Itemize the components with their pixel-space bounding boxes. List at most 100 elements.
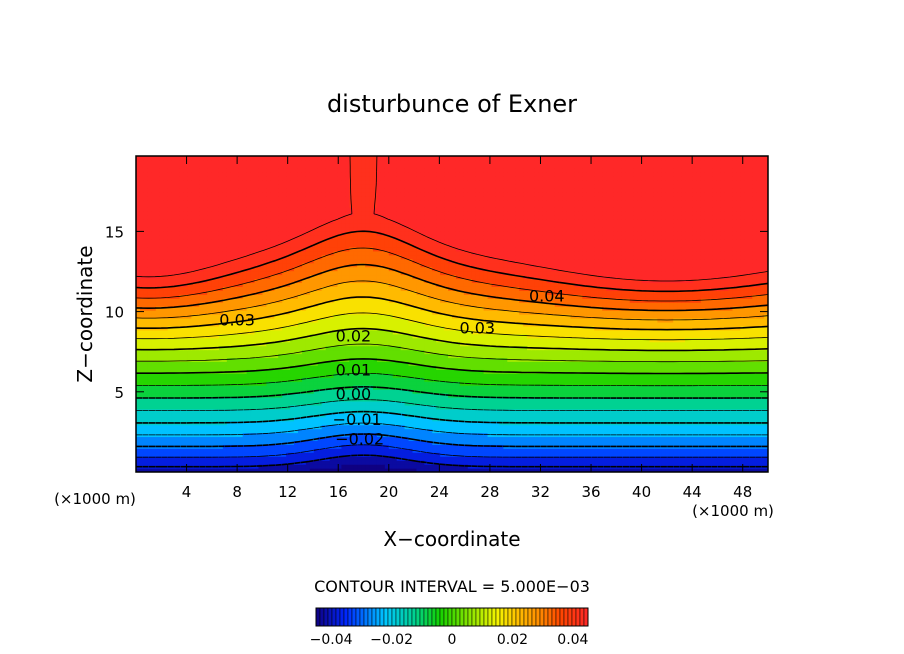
contour-cell <box>534 416 540 422</box>
contour-cell <box>432 349 437 355</box>
contour-cell <box>523 385 528 390</box>
contour-cell <box>361 393 366 398</box>
contour-cell <box>365 381 370 386</box>
contour-cell <box>179 357 184 362</box>
contour-cell <box>179 396 184 402</box>
contour-cell <box>689 448 694 453</box>
contour-cell <box>159 345 165 351</box>
contour-cell <box>657 373 662 378</box>
contour-cell <box>645 408 651 414</box>
contour-cell <box>167 416 173 422</box>
contour-cell <box>740 416 745 422</box>
contour-cell <box>167 349 173 355</box>
contour-cell <box>408 420 414 426</box>
contour-cell <box>649 404 655 410</box>
contour-cell <box>262 400 267 406</box>
contour-cell <box>629 452 635 457</box>
contour-cell <box>499 416 504 422</box>
contour-cell <box>305 420 311 426</box>
contour-cell <box>203 353 208 359</box>
contour-cell <box>147 456 153 461</box>
contour-cell <box>740 357 745 362</box>
contour-cell <box>467 448 473 453</box>
contour-cell <box>440 456 445 461</box>
contour-cell <box>653 416 658 422</box>
contour-cell <box>392 420 398 426</box>
contour-cell <box>175 424 181 430</box>
contour-cell <box>444 385 449 390</box>
contour-cell <box>534 428 540 434</box>
contour-cell <box>507 452 512 457</box>
contour-cell <box>408 452 414 457</box>
contour-cell <box>519 369 524 374</box>
contour-cell <box>317 464 323 469</box>
contour-cell <box>448 460 453 465</box>
contour-cell <box>511 436 516 441</box>
contour-cell <box>388 377 394 382</box>
contour-cell <box>475 444 481 449</box>
contour-cell <box>760 361 765 366</box>
contour-cell <box>720 361 726 366</box>
contour-cell <box>542 361 548 366</box>
contour-cell <box>594 381 599 386</box>
contour-cell <box>388 428 394 434</box>
contour-cell <box>380 389 386 394</box>
contour-cell <box>136 400 141 406</box>
contour-cell <box>345 389 350 394</box>
contour-cell <box>736 377 741 382</box>
contour-cell <box>471 444 477 449</box>
contour-cell <box>183 412 188 418</box>
contour-cell <box>151 468 157 472</box>
contour-cell <box>373 416 378 422</box>
contour-cell <box>653 408 658 414</box>
contour-cell <box>728 357 734 362</box>
contour-cell <box>136 361 141 366</box>
contour-cell <box>183 369 188 374</box>
contour-cell <box>187 353 192 359</box>
contour-cell <box>171 412 177 418</box>
contour-cell <box>262 353 267 359</box>
contour-cell <box>313 357 319 362</box>
contour-cell <box>274 381 279 386</box>
contour-cell <box>444 408 449 414</box>
contour-cell <box>448 448 453 453</box>
contour-cell <box>594 436 599 441</box>
contour-cell <box>380 353 386 359</box>
contour-cell <box>301 385 307 390</box>
contour-cell <box>191 389 196 394</box>
contour-cell <box>432 420 437 426</box>
contour-cell <box>756 373 761 378</box>
contour-cell <box>380 404 386 410</box>
contour-cell <box>278 424 283 430</box>
contour-cell <box>491 389 497 394</box>
contour-cell <box>262 349 267 355</box>
contour-cell <box>503 365 508 370</box>
contour-cell <box>629 460 635 465</box>
contour-cell <box>369 464 374 469</box>
contour-cell <box>752 460 757 465</box>
contour-cell <box>704 448 710 453</box>
contour-cell <box>136 365 141 370</box>
contour-cell <box>708 416 714 422</box>
contour-cell <box>562 361 568 366</box>
contour-cell <box>373 412 378 418</box>
contour-cell <box>376 412 382 418</box>
contour-cell <box>329 385 335 390</box>
contour-cell <box>515 353 520 359</box>
contour-cell <box>195 436 200 441</box>
contour-cell <box>471 456 477 461</box>
contour-cell <box>590 416 595 422</box>
contour-cell <box>345 428 350 434</box>
contour-cell <box>337 408 342 414</box>
contour-cell <box>653 353 658 359</box>
contour-cell <box>254 452 260 457</box>
contour-cell <box>333 436 339 441</box>
contour-cell <box>752 377 757 382</box>
contour-cell <box>531 400 536 406</box>
contour-cell <box>645 416 651 422</box>
contour-cell <box>590 353 595 359</box>
contour-cell <box>594 393 599 398</box>
contour-cell <box>613 361 619 366</box>
contour-cell <box>692 349 698 355</box>
contour-cell <box>448 440 453 445</box>
